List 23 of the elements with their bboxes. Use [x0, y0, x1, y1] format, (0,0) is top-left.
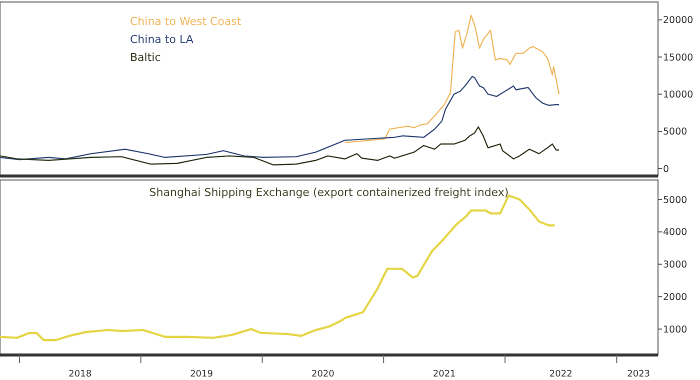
- x-tick-label: 2022: [549, 369, 572, 380]
- x-tick-label: 2018: [68, 369, 92, 380]
- x-tick-label: 2019: [190, 369, 214, 380]
- y-tick-label: 3000: [663, 260, 688, 271]
- x-tick-label: 2021: [432, 369, 456, 380]
- y-tick-label: 2000: [663, 292, 688, 303]
- text: Baltic: [130, 51, 161, 64]
- text: China to West Coast: [130, 15, 242, 28]
- y-tick-label: 10000: [663, 90, 694, 101]
- y-tick-label: 15000: [663, 52, 694, 64]
- text: Shanghai Shipping Exchange (export containerized freight index): [149, 186, 509, 199]
- y-tick-label: 5000: [663, 194, 688, 206]
- x-tick-label: 2023: [627, 369, 650, 380]
- y-tick-label: 1000: [663, 324, 688, 336]
- y-tick-label: 5000: [663, 126, 688, 138]
- line-series: [0, 126, 560, 166]
- line-series: [344, 14, 560, 144]
- x-tick-label: 2020: [311, 369, 335, 380]
- y-tick-label: 4000: [663, 227, 688, 238]
- line-series: [0, 76, 560, 160]
- text: China to LA: [130, 33, 194, 46]
- y-tick-label: 20000: [663, 15, 694, 26]
- y-tick-label: 0: [663, 164, 670, 175]
